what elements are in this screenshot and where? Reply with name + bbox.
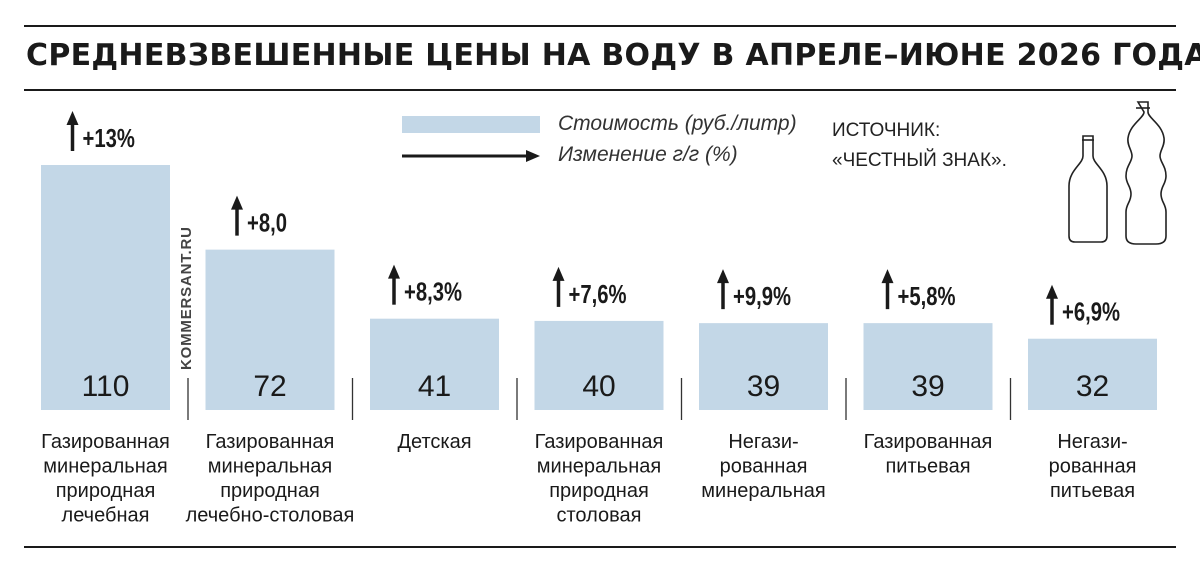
change-arrow-icon — [388, 264, 400, 305]
bar-value-label: 72 — [253, 370, 286, 403]
bar-value-label: 39 — [911, 370, 944, 403]
legend-arrow-icon — [402, 150, 540, 162]
top-rule — [24, 25, 1176, 27]
category-label: Газированная питьевая — [864, 431, 993, 478]
source-name: «ЧЕСТНЫЙ ЗНАК». — [832, 150, 1007, 171]
change-label: +5,8% — [897, 282, 955, 311]
category-label: Газированная минеральная природная столовая — [535, 431, 664, 527]
source-note: ИСТОЧНИК: «ЧЕСТНЫЙ ЗНАК». — [832, 116, 1007, 176]
change-label: +8,0 — [247, 208, 287, 237]
bar-value-label: 32 — [1076, 370, 1109, 403]
bar-2 — [205, 249, 335, 410]
change-label: +7,6% — [568, 279, 626, 308]
bottles-illustration — [1068, 101, 1167, 245]
chart-title: СРЕДНЕВЗВЕШЕННЫЕ ЦЕНЫ НА ВОДУ В АПРЕЛЕ–И… — [26, 38, 1200, 73]
bar-5 — [699, 323, 828, 410]
change-arrow-icon — [881, 269, 894, 310]
bar-value-label: 39 — [747, 370, 780, 403]
change-arrow-icon — [231, 195, 243, 236]
legend-bar-swatch — [402, 116, 540, 133]
category-label: Детская — [397, 431, 471, 453]
title-rule — [24, 89, 1176, 91]
category-label: Газированная минеральная природная лечебная — [41, 431, 170, 527]
bar-6 — [863, 323, 993, 410]
change-arrow-icon — [552, 266, 565, 307]
glass-bottle-icon — [1068, 135, 1108, 243]
bottom-rule — [24, 546, 1176, 548]
category-label: Негази-рованная питьевая — [1049, 431, 1137, 502]
change-arrow-icon — [1046, 284, 1058, 325]
bar-value-label: 40 — [582, 370, 615, 403]
bar-7 — [1028, 338, 1157, 410]
change-label: +6,9% — [1062, 297, 1120, 326]
bar-value-label: 110 — [82, 370, 130, 403]
bar-3 — [370, 318, 499, 410]
change-label: +9,9% — [733, 282, 791, 311]
legend-arrow-label: Изменение г/г (%) — [558, 143, 738, 166]
change-arrow-icon — [717, 269, 729, 310]
category-label: Газированная минеральная природная лечебно-… — [186, 431, 355, 527]
bar-4 — [534, 320, 664, 410]
change-label: +8,3% — [404, 277, 462, 306]
plastic-bottle-icon — [1125, 101, 1167, 245]
change-arrow-icon — [66, 111, 79, 151]
bar-1 — [41, 165, 170, 410]
change-label: +13% — [83, 124, 136, 153]
legend-bar-label: Стоимость (руб./литр) — [558, 112, 797, 135]
category-label: Негази-рованная минеральная — [701, 431, 825, 502]
bar-value-label: 41 — [418, 370, 451, 403]
source-label: ИСТОЧНИК: — [832, 120, 941, 141]
